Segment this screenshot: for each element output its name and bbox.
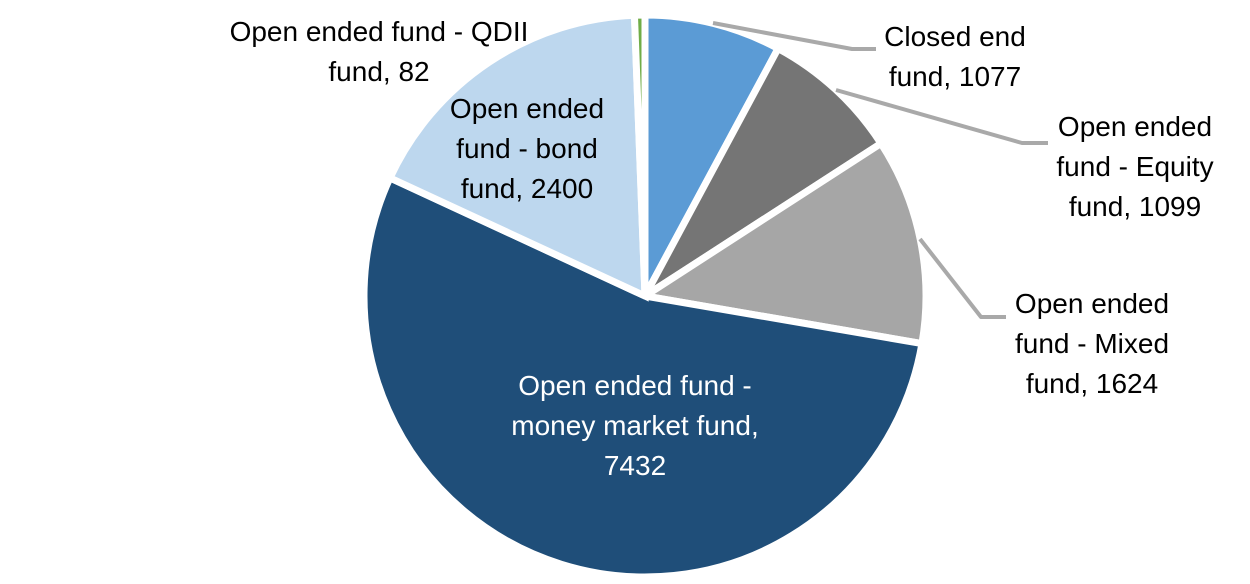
data-label-open-ended-qdii-fund: Open ended fund - QDII fund, 82 <box>230 12 529 92</box>
data-label-line: Open ended fund - <box>518 370 752 401</box>
data-label-open-ended-money-market-fund: Open ended fund - money market fund, 7432 <box>511 366 758 486</box>
data-label-line: Open ended <box>1057 111 1213 142</box>
leader-line-closed-end-fund <box>712 21 876 51</box>
data-label-line: Open ended <box>449 93 605 124</box>
pie-slice-open-ended-equity-fund <box>641 43 886 299</box>
data-label-line: fund - bond <box>456 133 598 164</box>
data-label-line: fund, 1077 <box>888 61 1022 92</box>
data-label-line: 7432 <box>603 450 667 481</box>
data-label-line: fund, 1099 <box>1068 191 1202 222</box>
data-label-open-ended-equity-fund: Open ended fund - Equity fund, 1099 <box>1056 107 1213 227</box>
data-label-line: fund, 2400 <box>460 173 594 204</box>
data-label-line: fund - Equity <box>1056 151 1214 182</box>
data-label-open-ended-bond-fund: Open ended fund - bond fund, 2400 <box>450 89 604 209</box>
data-label-line: Open ended <box>1014 288 1170 319</box>
data-label-line: Closed end <box>884 21 1026 52</box>
data-label-line: fund, 1624 <box>1025 368 1159 399</box>
data-label-line: money market fund, <box>511 410 759 441</box>
pie-slice-open-ended-bond-fund <box>385 11 649 302</box>
data-label-line: Open ended fund - QDII <box>229 16 529 47</box>
data-label-open-ended-mixed-fund: Open ended fund - Mixed fund, 1624 <box>1015 284 1169 404</box>
pie-slice-open-ended-qdii-fund <box>630 11 649 297</box>
pie-slice-open-ended-money-market-fund <box>360 173 926 581</box>
leader-line-open-ended-mixed-fund <box>918 237 1006 319</box>
leader-line-open-ended-equity-fund <box>835 88 1048 145</box>
data-label-line: fund, 82 <box>328 56 430 87</box>
data-label-line: fund - Mixed <box>1014 328 1170 359</box>
data-label-closed-end-fund: Closed end fund, 1077 <box>884 17 1026 97</box>
